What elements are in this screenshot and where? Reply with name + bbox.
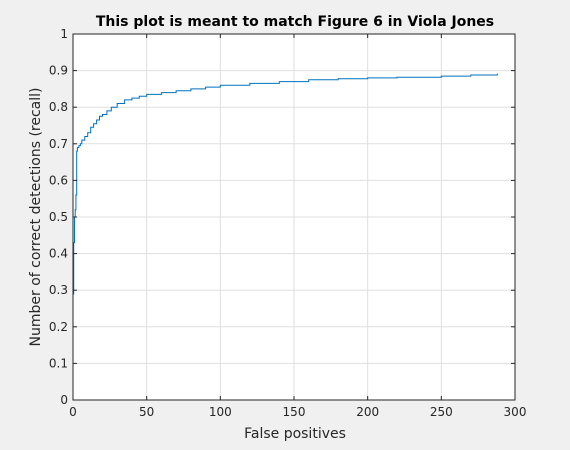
grid bbox=[73, 34, 515, 400]
y-tick-label: 0.2 bbox=[49, 320, 68, 334]
y-tick-label: 0.5 bbox=[49, 210, 68, 224]
y-tick-label: 0.8 bbox=[49, 100, 68, 114]
y-tick-label: 0.1 bbox=[49, 356, 68, 370]
y-tick-label: 0 bbox=[60, 393, 68, 407]
ticks: 0 50 100 150 200 250 300 0 0.1 0.2 0.3 0.4 0.5 0.6 0.7… bbox=[49, 27, 527, 419]
series-layer bbox=[72, 73, 498, 400]
y-tick-label: 1 bbox=[60, 27, 68, 41]
y-tick-label: 0.4 bbox=[49, 247, 68, 261]
x-axis-label: False positives bbox=[244, 426, 346, 442]
y-tick-label: 0.7 bbox=[49, 137, 68, 151]
y-tick-label: 0.6 bbox=[49, 173, 68, 187]
x-tick-label: 100 bbox=[209, 405, 232, 419]
y-tick-label: 0.3 bbox=[49, 283, 68, 297]
y-tick-label: 0.9 bbox=[49, 64, 68, 78]
x-tick-label: 50 bbox=[139, 405, 154, 419]
chart-title: This plot is meant to match Figure 6 in … bbox=[96, 14, 494, 30]
x-tick-label: 0 bbox=[69, 405, 77, 419]
series-line bbox=[72, 73, 498, 400]
x-tick-label: 250 bbox=[430, 405, 453, 419]
x-tick-label: 150 bbox=[283, 405, 306, 419]
y-axis-label: Number of correct detections (recall) bbox=[28, 87, 44, 346]
x-tick-label: 300 bbox=[504, 405, 527, 419]
x-tick-label: 200 bbox=[356, 405, 379, 419]
